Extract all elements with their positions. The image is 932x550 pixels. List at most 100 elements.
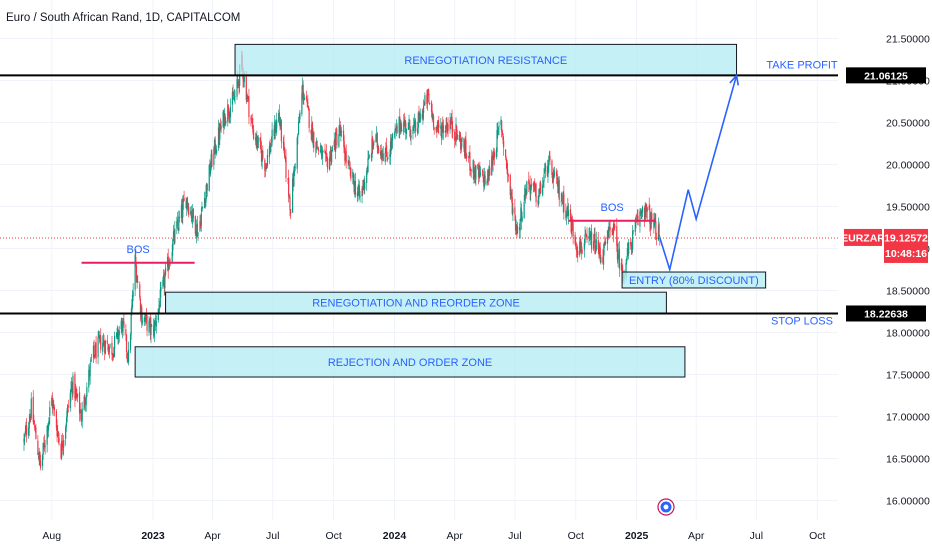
candle-body: [404, 120, 406, 127]
candle-body: [231, 92, 233, 105]
candle-body: [188, 207, 190, 216]
candle-body: [618, 249, 620, 255]
candle-body: [452, 128, 454, 132]
candle-body: [542, 184, 544, 196]
candle-body: [92, 345, 95, 358]
candle-body: [370, 155, 372, 158]
candle-body: [477, 167, 480, 177]
candle-body: [558, 179, 560, 200]
candle-body: [225, 120, 227, 124]
candle-body: [600, 257, 602, 263]
entry-zone-label: ENTRY (80% DISCOUNT): [629, 275, 759, 287]
candle-body: [625, 262, 627, 277]
candle-body: [104, 343, 106, 353]
candle-body: [29, 415, 31, 423]
candle-body: [339, 126, 341, 134]
candle-body: [342, 130, 345, 142]
candle-body: [520, 207, 522, 220]
candle-body: [95, 342, 97, 359]
candle-body: [102, 339, 104, 341]
candle-body: [32, 396, 34, 422]
candle-body: [247, 96, 249, 97]
candle-body: [344, 152, 347, 160]
countdown-text: 10:48:16: [885, 248, 927, 260]
candle-body: [437, 123, 439, 126]
candle-body: [604, 241, 606, 242]
candle-body: [399, 116, 401, 131]
candle-body: [28, 421, 30, 429]
candle-body: [261, 151, 263, 163]
candle-body: [205, 183, 208, 193]
candle-body: [567, 205, 569, 215]
candle-body: [149, 319, 151, 321]
candle-body: [173, 231, 175, 242]
candle-body: [454, 139, 456, 141]
time-axis[interactable]: Aug 2023 Apr Jul Oct 2024 Apr Jul Oct 2025 Apr Jul O…: [42, 530, 825, 542]
x-tick-label: Oct: [568, 530, 584, 542]
candle-body: [556, 174, 558, 183]
candle-body: [546, 165, 548, 176]
candle-body: [424, 95, 426, 105]
candle-body: [317, 147, 319, 151]
candle-body: [618, 248, 621, 269]
candle-body: [51, 397, 53, 406]
candle-body: [90, 357, 93, 359]
candle-body: [89, 363, 91, 377]
candle-body: [224, 114, 226, 124]
candle-body: [345, 150, 347, 163]
candle-body: [88, 369, 90, 388]
candle-body: [598, 248, 600, 254]
candle-body: [538, 191, 540, 194]
candle-body: [47, 423, 50, 431]
event-marker-icon[interactable]: [657, 498, 675, 516]
candle-body: [428, 102, 431, 104]
candle-body: [519, 219, 521, 231]
candle-body: [602, 249, 605, 265]
candle-body: [197, 232, 199, 237]
x-tick-label: Apr: [688, 530, 705, 542]
candle-body: [361, 188, 363, 196]
candle-body: [398, 116, 400, 133]
candle-body: [222, 112, 224, 127]
candle-body: [380, 151, 382, 158]
candle-body: [182, 203, 184, 218]
candle-body: [125, 335, 128, 352]
candle-body: [74, 374, 76, 400]
candle-body: [43, 442, 46, 448]
price-axis[interactable]: 21.5000021.0000020.5000020.0000019.50000…: [886, 34, 930, 508]
candle-body: [172, 239, 174, 251]
candle-body: [276, 119, 278, 129]
candle-body: [180, 204, 183, 219]
candle-body: [81, 408, 83, 422]
candle-body: [34, 428, 36, 430]
candle-body: [460, 142, 462, 151]
candle-body: [579, 239, 581, 253]
candle-body: [252, 125, 254, 132]
candle-body: [415, 122, 417, 132]
candle-body: [116, 328, 118, 332]
candle-body: [125, 329, 127, 335]
candle-body: [421, 114, 423, 120]
candle-body: [217, 127, 220, 149]
candle-body: [405, 122, 407, 132]
candle-body: [131, 294, 134, 308]
candle-body: [80, 409, 82, 420]
candle-body: [630, 243, 632, 248]
candle-body: [484, 175, 486, 185]
candle-body: [430, 102, 433, 112]
candle-body: [168, 262, 171, 266]
candle-body: [72, 375, 74, 395]
candle-body: [234, 95, 236, 97]
candle-body: [400, 121, 402, 132]
candle-body: [553, 173, 555, 177]
candle-body: [552, 174, 554, 183]
candle-body: [37, 440, 39, 456]
candle-body: [413, 121, 415, 127]
candle-body: [24, 435, 26, 438]
candle-body: [428, 94, 430, 103]
x-tick-label: Oct: [809, 530, 825, 542]
candle-body: [387, 157, 389, 160]
candle-body: [409, 119, 411, 130]
candle-body: [514, 207, 516, 215]
